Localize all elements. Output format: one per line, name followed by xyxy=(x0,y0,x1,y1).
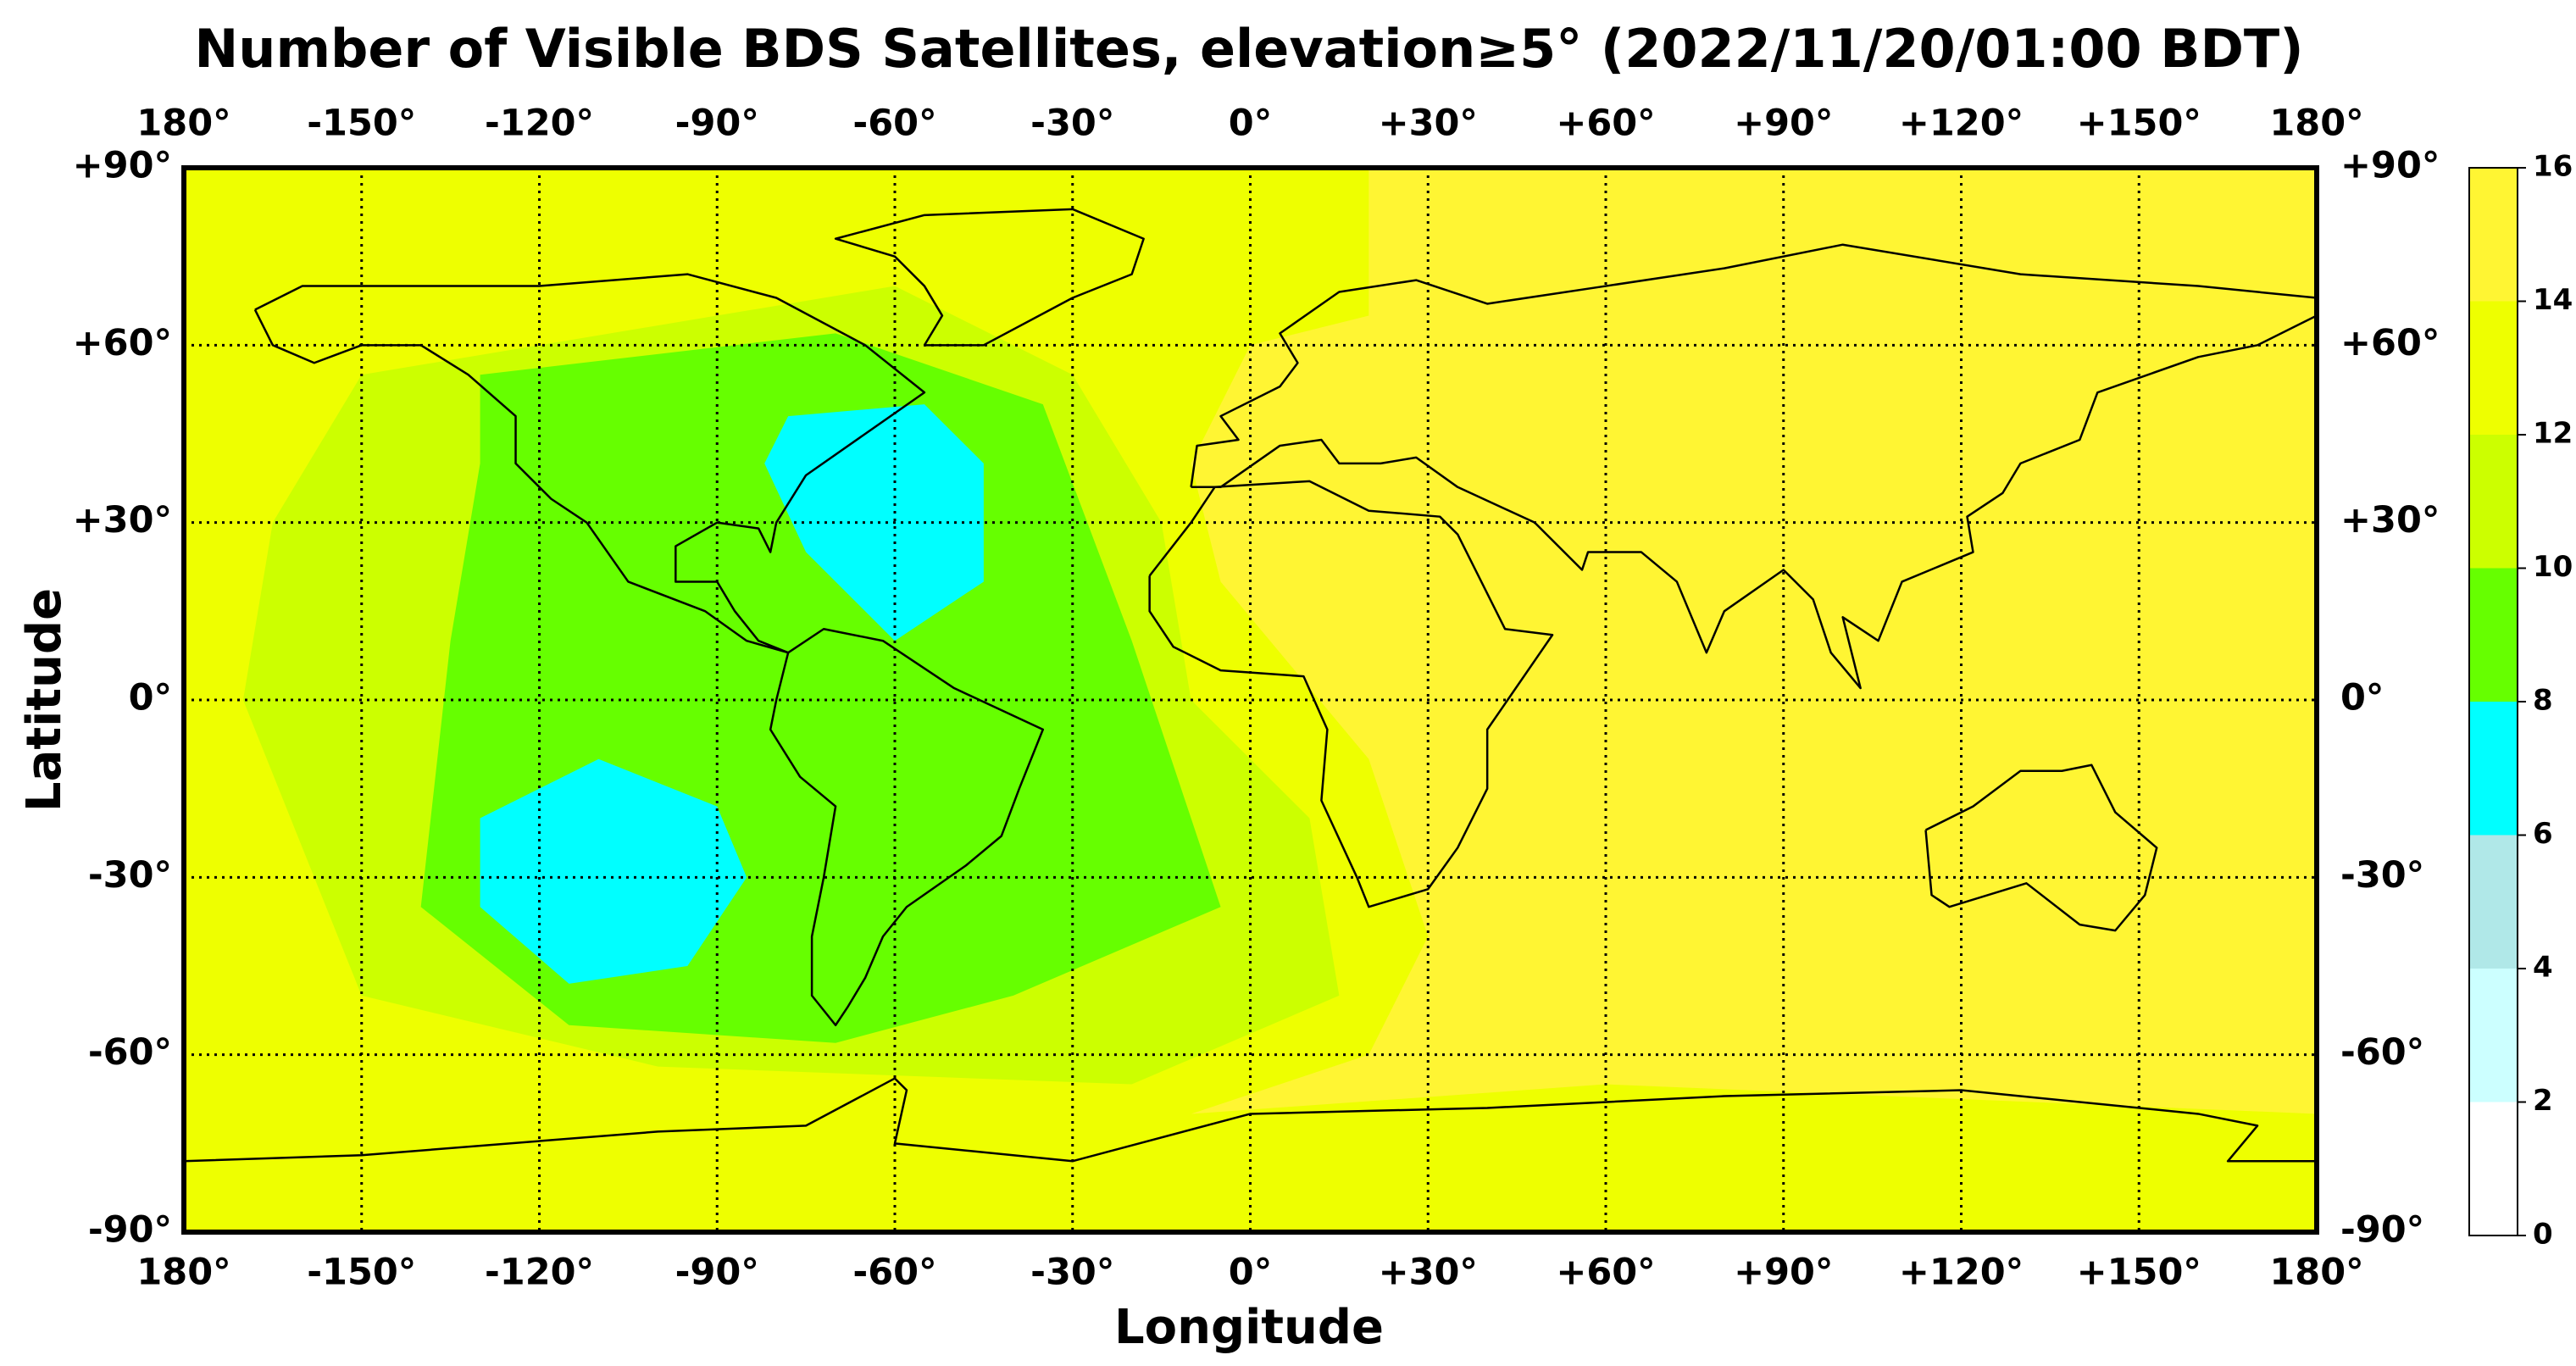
x-tick-label: -60° xyxy=(852,103,936,145)
y-tick-label: 0° xyxy=(2340,677,2384,719)
x-tick-label: 0° xyxy=(1229,103,1272,145)
colorbar-tick-label: 8 xyxy=(2533,684,2553,718)
coastline xyxy=(1148,480,1554,908)
y-tick-label: +60° xyxy=(2340,322,2440,364)
x-tick-label: +90° xyxy=(1734,103,1833,145)
y-tick-label: -90° xyxy=(88,1209,172,1252)
y-tick-label: -60° xyxy=(88,1031,172,1074)
colorbar-segment xyxy=(2469,301,2518,435)
x-tick-label: -90° xyxy=(675,103,759,145)
x-tick-label: 0° xyxy=(1229,1252,1272,1294)
y-axis-label: Latitude xyxy=(17,588,72,812)
x-tick-label: -150° xyxy=(307,1252,416,1294)
y-tick-label: -30° xyxy=(2340,854,2424,897)
colorbar-tick-label: 10 xyxy=(2533,550,2573,584)
colorbar-segment xyxy=(2469,1102,2518,1236)
plot-frame xyxy=(181,165,2319,1235)
chart-title: Number of Visible BDS Satellites, elevat… xyxy=(194,18,2303,80)
y-tick-label: +30° xyxy=(2340,499,2440,541)
colorbar-segment xyxy=(2469,702,2518,836)
y-tick-label: 0° xyxy=(129,677,172,719)
colorbar-tick-label: 16 xyxy=(2533,150,2573,184)
colorbar-segment xyxy=(2469,835,2518,969)
x-axis-label: Longitude xyxy=(1114,1300,1384,1355)
coastline xyxy=(769,628,1045,1027)
y-tick-label: -30° xyxy=(88,854,172,897)
y-tick-label: -90° xyxy=(2340,1209,2424,1252)
coastline xyxy=(834,208,1145,347)
coastline xyxy=(1190,243,2318,690)
x-tick-label: +30° xyxy=(1379,103,1478,145)
x-tick-label: +30° xyxy=(1379,1252,1478,1294)
colorbar-segment xyxy=(2469,568,2518,702)
x-tick-label: +60° xyxy=(1556,1252,1655,1294)
colorbar-segment xyxy=(2469,969,2518,1102)
x-tick-label: 180° xyxy=(136,1252,230,1294)
coastline xyxy=(183,1077,2317,1163)
y-tick-label: +90° xyxy=(2340,145,2440,187)
x-tick-label: 180° xyxy=(2269,1252,2363,1294)
coastlines xyxy=(183,208,2318,1163)
x-tick-label: +150° xyxy=(2077,103,2201,145)
colorbar-segment xyxy=(2469,168,2518,302)
colorbar: 0 2 4 6 8 10 12 14 16 xyxy=(2468,150,2573,1252)
x-tick-label: -30° xyxy=(1030,103,1114,145)
y-tick-label: +60° xyxy=(73,322,172,364)
x-tick-label: -150° xyxy=(307,103,416,145)
y-tick-label: +30° xyxy=(73,499,172,541)
x-tick-label: +120° xyxy=(1899,1252,2024,1294)
x-tick-label: +60° xyxy=(1556,103,1655,145)
regions xyxy=(184,168,2317,1232)
colorbar-tick-label: 2 xyxy=(2533,1084,2553,1118)
tick-labels: 180° 180° -150° -150° -120° -120° -90° -90° -60°… xyxy=(73,103,2440,1294)
x-tick-label: +120° xyxy=(1899,103,2024,145)
x-tick-label: +150° xyxy=(2077,1252,2201,1294)
satellite-count-region xyxy=(480,758,747,984)
satellite-count-region xyxy=(764,404,984,641)
colorbar-tick-label: 12 xyxy=(2533,417,2573,451)
colorbar-segment xyxy=(2469,435,2518,569)
y-tick-label: -60° xyxy=(2340,1031,2424,1074)
colorbar-tick-label: 0 xyxy=(2533,1218,2553,1252)
x-tick-label: -30° xyxy=(1030,1252,1114,1294)
x-tick-label: 180° xyxy=(136,103,230,145)
x-tick-label: +90° xyxy=(1734,1252,1833,1294)
x-tick-label: -60° xyxy=(852,1252,936,1294)
x-tick-label: -120° xyxy=(485,103,594,145)
colorbar-tick-label: 6 xyxy=(2533,817,2553,851)
y-tick-label: +90° xyxy=(73,145,172,187)
coastline xyxy=(1924,764,2158,932)
colorbar-tick-label: 14 xyxy=(2533,283,2573,317)
colorbar-tick-label: 4 xyxy=(2533,951,2553,985)
x-tick-label: -90° xyxy=(675,1252,759,1294)
x-tick-label: 180° xyxy=(2269,103,2363,145)
x-tick-label: -120° xyxy=(485,1252,594,1294)
